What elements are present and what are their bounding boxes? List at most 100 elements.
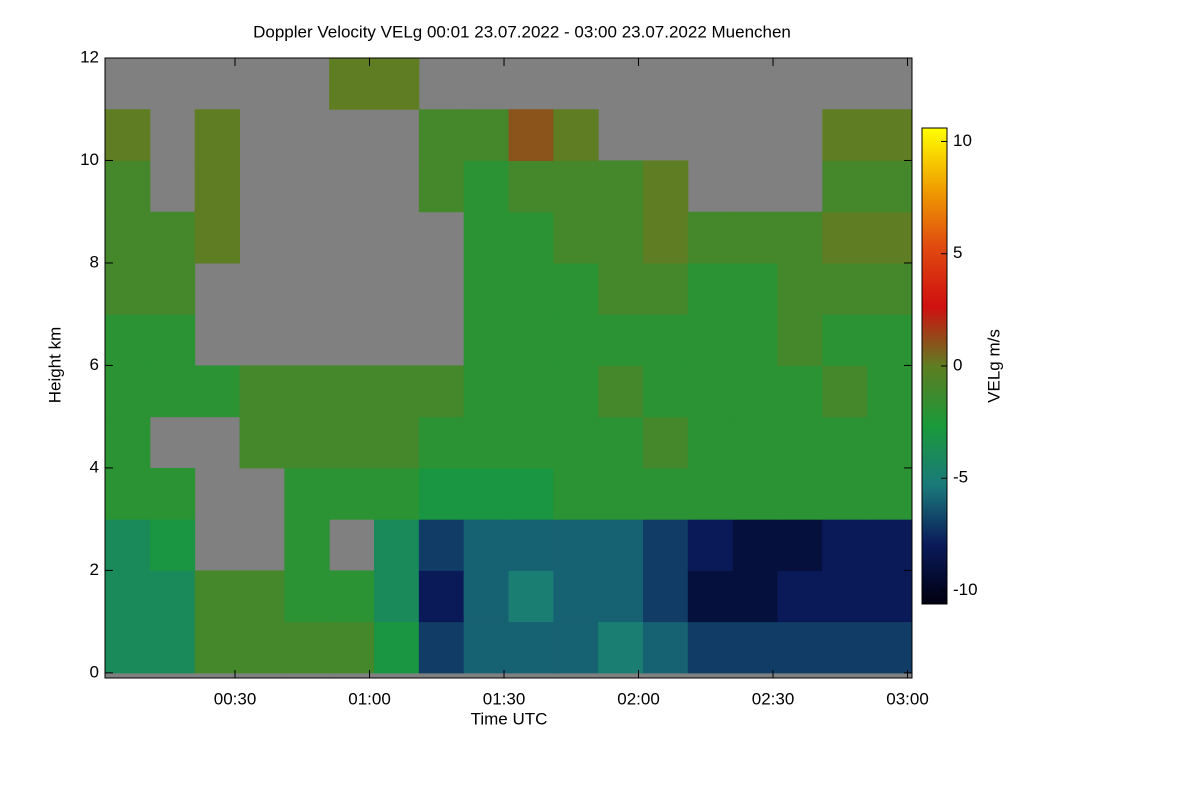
- heatmap-cell: [105, 570, 151, 623]
- heatmap-cell: [777, 416, 823, 469]
- heatmap-cell: [329, 467, 375, 520]
- heatmap-cell: [687, 416, 734, 469]
- heatmap-cell: [867, 519, 913, 571]
- heatmap-cell: [329, 570, 375, 623]
- heatmap-cell: [463, 160, 509, 213]
- colorbar-tick-label: 5: [953, 243, 962, 262]
- heatmap-cell: [374, 416, 420, 469]
- y-tick-label: 8: [90, 252, 99, 271]
- heatmap-cell: [329, 621, 375, 674]
- heatmap-cell: [822, 262, 868, 315]
- heatmap-cell: [508, 467, 554, 520]
- y-tick-label: 0: [90, 662, 99, 681]
- heatmap-cell: [643, 519, 689, 571]
- heatmap-cell: [194, 211, 240, 264]
- heatmap-cell: [867, 160, 913, 213]
- heatmap-cell: [822, 621, 868, 674]
- heatmap-cell: [553, 416, 599, 469]
- heatmap-cell: [867, 262, 913, 315]
- heatmap-cell: [418, 160, 465, 213]
- heatmap-cell: [732, 416, 778, 469]
- heatmap-cell: [777, 211, 823, 264]
- y-tick-label: 2: [90, 560, 99, 579]
- colorbar-tick-label: -10: [953, 580, 978, 599]
- heatmap-cell: [643, 160, 689, 213]
- heatmap-cell: [463, 416, 509, 469]
- heatmap-cell: [194, 109, 240, 161]
- heatmap-cell: [418, 365, 465, 418]
- heatmap-cell: [105, 467, 151, 520]
- plot-frame: [104, 57, 913, 679]
- heatmap-cell: [777, 467, 823, 520]
- y-axis-label: Height km: [45, 327, 64, 404]
- heatmap-cell: [418, 570, 465, 623]
- heatmap-cell: [329, 58, 375, 110]
- heatmap-cell: [598, 519, 644, 571]
- heatmap-cell: [598, 570, 644, 623]
- heatmap-cell: [284, 467, 330, 520]
- heatmap-cell: [553, 519, 599, 571]
- heatmap-cell: [598, 416, 644, 469]
- heatmap-cell: [822, 160, 868, 213]
- heatmap-cell: [687, 211, 734, 264]
- heatmap-cell: [463, 109, 509, 161]
- heatmap-cell: [643, 211, 689, 264]
- heatmap-cell: [643, 467, 689, 520]
- heatmap-cell: [149, 621, 196, 674]
- chart-title: Doppler Velocity VELg 00:01 23.07.2022 -…: [253, 22, 791, 41]
- heatmap-cell: [239, 365, 285, 418]
- heatmap-cell: [508, 519, 554, 571]
- heatmap-cell: [149, 365, 196, 418]
- heatmap-cell: [822, 365, 868, 418]
- heatmap-cell: [553, 570, 599, 623]
- heatmap-cell: [822, 109, 868, 161]
- heatmap-cell: [687, 519, 734, 571]
- heatmap-cell: [598, 621, 644, 674]
- heatmap-cell: [508, 416, 554, 469]
- heatmap-cell: [105, 365, 151, 418]
- heatmap-cell: [732, 314, 778, 366]
- heatmap-cell: [598, 262, 644, 315]
- heatmap-cell: [867, 467, 913, 520]
- heatmap-cell: [553, 314, 599, 366]
- heatmap-cell: [687, 570, 734, 623]
- heatmap-cell: [463, 519, 509, 571]
- heatmap-cell: [149, 211, 196, 264]
- heatmap-cell: [149, 314, 196, 366]
- heatmap-cell: [463, 314, 509, 366]
- heatmap-cell: [374, 467, 420, 520]
- heatmap-cell: [508, 262, 554, 315]
- heatmap-cell: [867, 416, 913, 469]
- heatmap-cell: [643, 314, 689, 366]
- colorbar-tick-label: 0: [953, 355, 962, 374]
- y-tick-label: 12: [80, 47, 99, 66]
- heatmap-cell: [643, 621, 689, 674]
- heatmap-cell: [732, 262, 778, 315]
- heatmap-cell: [867, 621, 913, 674]
- heatmap-cell: [867, 109, 913, 161]
- heatmap-cell: [284, 365, 330, 418]
- heatmap-cell: [463, 262, 509, 315]
- heatmap-cell: [284, 519, 330, 571]
- heatmap-cell: [732, 211, 778, 264]
- heatmap-cell: [732, 365, 778, 418]
- heatmap-cell: [777, 365, 823, 418]
- heatmap-cell: [732, 621, 778, 674]
- heatmap-cell: [508, 621, 554, 674]
- heatmap-cell: [105, 621, 151, 674]
- heatmap-cell: [508, 570, 554, 623]
- heatmap-cell: [194, 160, 240, 213]
- heatmap-cell: [867, 211, 913, 264]
- heatmap-cell: [194, 570, 240, 623]
- heatmap-cell: [105, 314, 151, 366]
- x-tick-label: 02:00: [617, 689, 660, 708]
- heatmap-cell: [149, 467, 196, 520]
- heatmap-cell: [508, 365, 554, 418]
- heatmap-cell: [374, 58, 420, 110]
- heatmap-cell: [374, 621, 420, 674]
- heatmap-cell: [553, 160, 599, 213]
- heatmap-cell: [105, 109, 151, 161]
- heatmap-cell: [687, 365, 734, 418]
- heatmap-cell: [105, 519, 151, 571]
